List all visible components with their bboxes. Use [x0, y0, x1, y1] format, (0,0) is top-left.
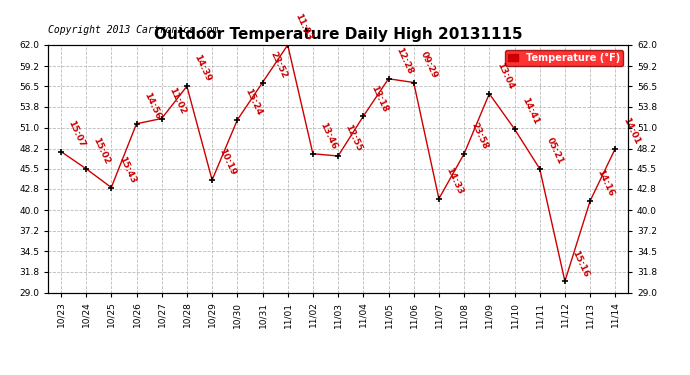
Point: [81, 166, 92, 172]
Text: 15:24: 15:24: [243, 87, 263, 117]
Text: 12:55: 12:55: [344, 123, 364, 153]
Text: 12:28: 12:28: [394, 46, 414, 76]
Text: 14:39: 14:39: [193, 54, 213, 84]
Text: 05:21: 05:21: [545, 136, 566, 166]
Text: 14:01: 14:01: [621, 116, 641, 146]
Text: Copyright 2013 Cartronics.com: Copyright 2013 Cartronics.com: [48, 25, 219, 35]
Point: [383, 76, 394, 82]
Point: [55, 148, 66, 154]
Point: [509, 126, 520, 132]
Point: [181, 83, 193, 89]
Point: [560, 278, 571, 284]
Text: 11:02: 11:02: [167, 86, 188, 116]
Title: Outdoor Temperature Daily High 20131115: Outdoor Temperature Daily High 20131115: [154, 27, 522, 42]
Point: [358, 113, 369, 119]
Text: 10:19: 10:19: [217, 147, 238, 177]
Point: [584, 198, 595, 204]
Text: 14:33: 14:33: [444, 166, 465, 196]
Point: [484, 91, 495, 97]
Text: 13:04: 13:04: [495, 61, 515, 91]
Text: 14:41: 14:41: [520, 96, 540, 126]
Text: 13:46: 13:46: [319, 121, 339, 151]
Text: 14:56: 14:56: [142, 91, 162, 121]
Text: 14:16: 14:16: [595, 168, 616, 198]
Point: [333, 153, 344, 159]
Text: 11:53: 11:53: [293, 12, 313, 42]
Point: [534, 166, 545, 172]
Point: [610, 146, 621, 152]
Text: 15:16: 15:16: [571, 249, 591, 279]
Legend: Temperature (°F): Temperature (°F): [506, 50, 623, 66]
Text: 23:52: 23:52: [268, 50, 288, 80]
Point: [156, 116, 167, 122]
Point: [232, 117, 243, 123]
Point: [408, 80, 420, 86]
Text: 09:29: 09:29: [420, 50, 440, 80]
Point: [257, 80, 268, 86]
Point: [282, 42, 293, 48]
Point: [459, 151, 470, 157]
Text: 15:07: 15:07: [66, 119, 87, 149]
Text: 13:18: 13:18: [369, 84, 389, 114]
Point: [206, 177, 217, 183]
Point: [433, 196, 444, 202]
Point: [106, 184, 117, 190]
Point: [131, 121, 142, 127]
Point: [307, 151, 318, 157]
Text: 15:02: 15:02: [92, 136, 112, 166]
Text: 23:58: 23:58: [470, 121, 490, 151]
Text: 15:43: 15:43: [117, 155, 137, 185]
